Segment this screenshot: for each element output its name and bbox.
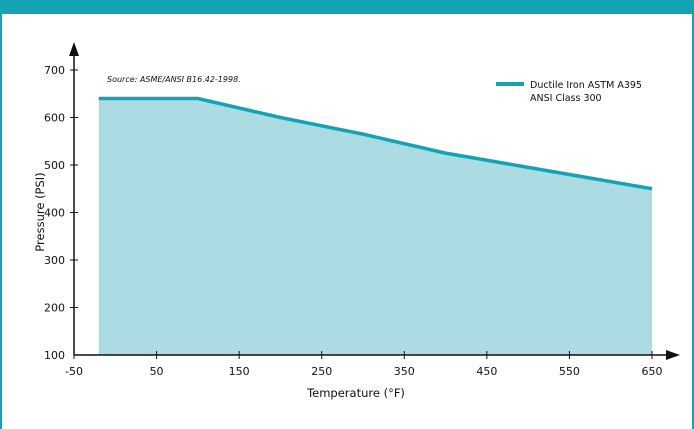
x-tick-label: 650 bbox=[642, 365, 663, 378]
y-tick-label: 500 bbox=[44, 159, 65, 172]
y-axis-title: Pressure (PSI) bbox=[33, 172, 47, 251]
x-axis-title: Temperature (°F) bbox=[306, 386, 405, 400]
y-tick-label: 100 bbox=[44, 349, 65, 362]
x-tick-label: -50 bbox=[65, 365, 83, 378]
y-tick-label: 600 bbox=[44, 112, 65, 125]
x-tick-label: 50 bbox=[150, 365, 164, 378]
series-line bbox=[98, 96, 653, 191]
y-axis-arrow bbox=[69, 42, 79, 56]
series-area bbox=[98, 98, 653, 355]
y-tick-label: 700 bbox=[44, 64, 65, 77]
x-tick-label: 250 bbox=[311, 365, 332, 378]
y-tick-label: 300 bbox=[44, 254, 65, 267]
y-tick-label: 200 bbox=[44, 302, 65, 315]
legend-label-line2: ANSI Class 300 bbox=[530, 93, 602, 104]
x-tick-label: 550 bbox=[559, 365, 580, 378]
y-tick-label: 400 bbox=[44, 207, 65, 220]
x-tick-label: 450 bbox=[476, 365, 497, 378]
legend: Ductile Iron ASTM A395 ANSI Class 300 bbox=[496, 80, 642, 104]
legend-label-line1: Ductile Iron ASTM A395 bbox=[530, 80, 642, 91]
x-axis-arrow bbox=[666, 350, 680, 360]
x-tick-label: 150 bbox=[229, 365, 250, 378]
header-bar bbox=[0, 0, 694, 14]
x-tick-label: 350 bbox=[394, 365, 415, 378]
source-note: Source: ASME/ANSI B16.42-1998. bbox=[107, 75, 241, 84]
